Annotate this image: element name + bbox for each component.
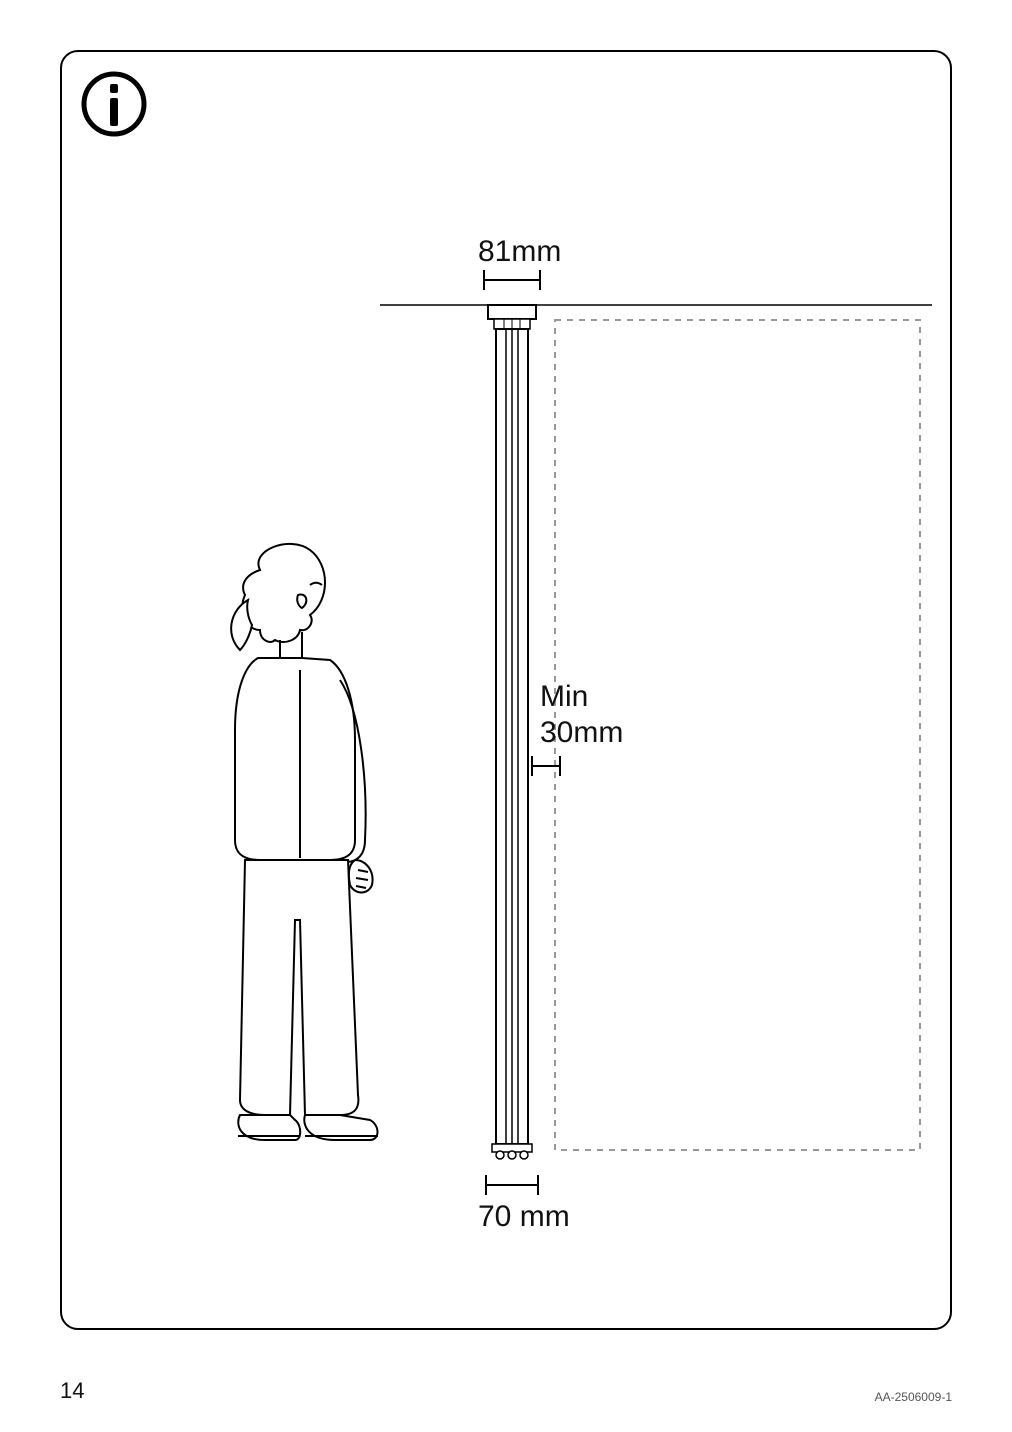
dim-top: 81mm — [478, 235, 561, 269]
dim-gap-value: 30mm — [540, 716, 623, 750]
page: 81mm 70 mm Min 30mm 14 AA-2506009-1 — [0, 0, 1012, 1432]
dim-gap-label: Min — [540, 680, 588, 714]
document-code: AA-2506009-1 — [875, 1390, 952, 1404]
page-number: 14 — [60, 1378, 84, 1404]
dim-bottom: 70 mm — [478, 1200, 570, 1234]
